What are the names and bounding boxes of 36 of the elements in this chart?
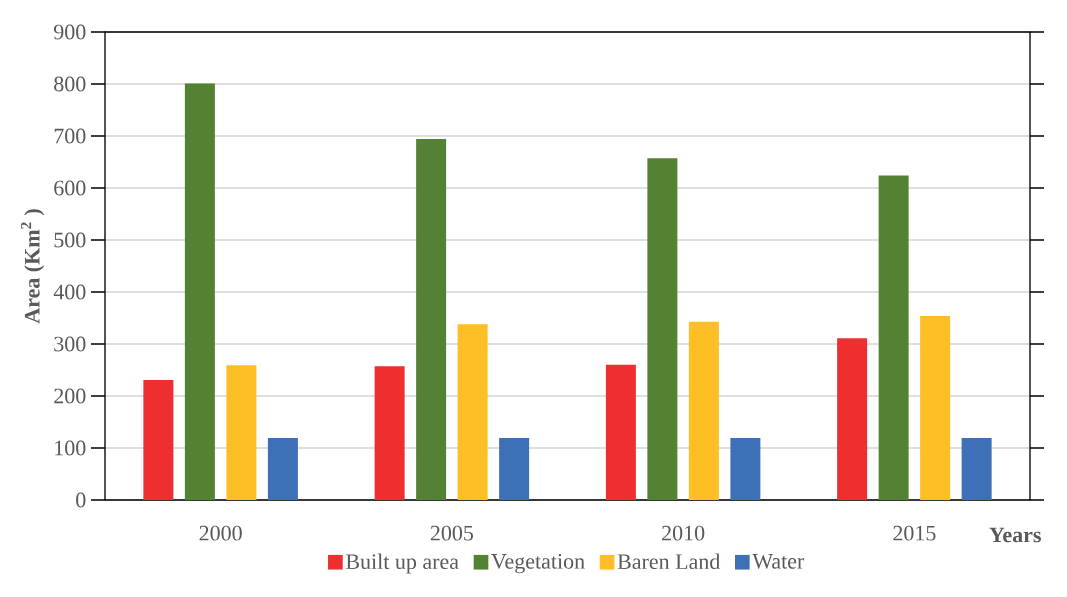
x-tick-label: 2000 — [199, 525, 242, 541]
bar — [837, 338, 868, 500]
legend-label: Built up area — [346, 553, 459, 574]
x-axis-title: Years — [989, 527, 1041, 543]
x-tick-label: 2015 — [893, 525, 936, 541]
bar — [226, 365, 257, 500]
y-tick-label: 200 — [54, 388, 86, 404]
bar — [143, 379, 174, 500]
bar — [730, 438, 761, 500]
y-tick-label: 800 — [54, 76, 86, 92]
y-tick-label: 100 — [55, 440, 86, 456]
x-tick-label: 2010 — [662, 525, 705, 541]
y-tick-label: 500 — [54, 232, 86, 248]
bar — [647, 158, 678, 500]
legend-label: Water — [752, 554, 805, 569]
bar — [374, 366, 405, 500]
bar — [267, 438, 298, 500]
bar — [878, 175, 909, 500]
y-tick-label: 600 — [54, 180, 86, 196]
y-tick-label: 0 — [76, 492, 86, 508]
y-tick-label: 400 — [53, 284, 86, 300]
bar — [457, 324, 488, 500]
bar — [499, 438, 530, 500]
bar — [920, 315, 951, 500]
y-tick-label: 300 — [54, 336, 86, 352]
legend-label: Vegetation — [491, 553, 585, 574]
x-tick-label: 2005 — [430, 525, 474, 541]
y-axis-title: Area (Km$^{2}$ ) — [20, 209, 45, 324]
bar — [688, 321, 719, 500]
bar — [961, 438, 992, 500]
bar — [184, 83, 215, 500]
y-tick-label: 900 — [54, 24, 86, 40]
bar — [605, 364, 636, 500]
legend-label: Baren Land — [617, 553, 721, 570]
y-tick-label: 700 — [54, 128, 86, 144]
bar — [416, 139, 447, 500]
